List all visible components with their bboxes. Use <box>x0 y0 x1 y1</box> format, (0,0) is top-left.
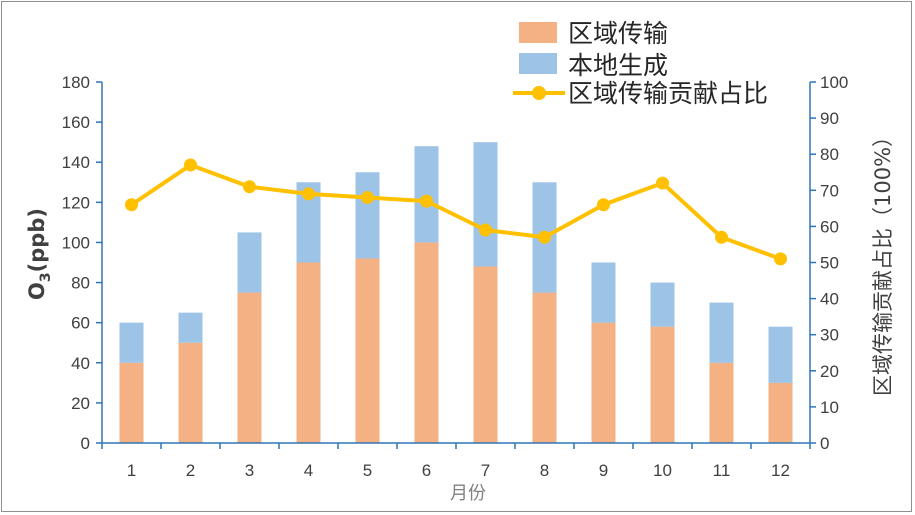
share-point-9 <box>597 198 610 212</box>
x-tick-label-4: 4 <box>304 461 313 480</box>
y-tick-label-100: 100 <box>62 233 90 252</box>
y-tick-label-60: 60 <box>71 314 90 333</box>
y2-axis-title: 区域传输贡献占比（100%） <box>871 126 895 396</box>
bar-regional-7 <box>473 266 498 443</box>
share-point-4 <box>302 187 315 201</box>
bar-regional-6 <box>414 242 439 443</box>
bar-local-10 <box>650 282 675 327</box>
bar-local-5 <box>355 172 380 259</box>
legend-swatch-regional <box>519 22 557 43</box>
y2-tick-label-100: 100 <box>820 73 848 92</box>
x-tick-label-10: 10 <box>653 461 672 480</box>
line-layer <box>125 158 787 266</box>
x-tick-label-8: 8 <box>540 461 549 480</box>
share-point-12 <box>774 252 787 266</box>
y2-tick-label-70: 70 <box>820 181 839 200</box>
bar-regional-1 <box>119 362 144 443</box>
bar-local-2 <box>178 312 203 343</box>
share-point-10 <box>656 176 669 190</box>
y-tick-label-80: 80 <box>71 274 90 293</box>
y-tick-label-160: 160 <box>62 113 90 132</box>
bar-regional-8 <box>532 292 557 443</box>
y2-tick-label-60: 60 <box>820 217 839 236</box>
x-axis-title: 月份 <box>450 483 486 504</box>
bar-local-9 <box>591 262 616 323</box>
bar-local-1 <box>119 322 144 363</box>
legend-label-local: 本地生成 <box>568 51 668 80</box>
bar-local-12 <box>768 326 793 383</box>
legend-label-regional: 区域传输 <box>568 19 668 48</box>
y-tick-label-180: 180 <box>62 73 90 92</box>
y2-tick-label-30: 30 <box>820 326 839 345</box>
bar-local-11 <box>709 302 734 363</box>
share-point-7 <box>479 223 492 237</box>
bar-regional-4 <box>296 262 321 443</box>
share-point-3 <box>243 180 256 194</box>
bar-local-6 <box>414 146 439 243</box>
share-point-8 <box>538 230 551 244</box>
y2-tick-label-40: 40 <box>820 290 839 309</box>
bar-local-7 <box>473 142 498 267</box>
axis-labels: O3(ppb) 区域传输贡献占比（100%） 月份 <box>25 126 895 504</box>
share-point-2 <box>184 158 197 172</box>
bar-regional-2 <box>178 342 203 443</box>
share-line <box>130 163 782 261</box>
y2-tick-label-10: 10 <box>820 398 839 417</box>
bar-regional-10 <box>650 326 675 443</box>
x-tick-label-12: 12 <box>771 461 790 480</box>
y2-tick-label-50: 50 <box>820 254 839 273</box>
x-tick-label-1: 1 <box>127 461 136 480</box>
x-tick-label-2: 2 <box>186 461 195 480</box>
bar-local-3 <box>237 232 262 293</box>
y2-tick-label-0: 0 <box>820 434 829 453</box>
x-tick-label-5: 5 <box>363 461 372 480</box>
legend-swatch-local <box>519 53 557 74</box>
bar-regional-5 <box>355 258 380 443</box>
y-tick-label-40: 40 <box>71 354 90 373</box>
bar-regional-3 <box>237 292 262 443</box>
legend-label-share: 区域传输贡献占比 <box>568 79 768 108</box>
y-tick-label-20: 20 <box>71 394 90 413</box>
y-axis-title: O3(ppb) <box>25 208 54 300</box>
legend-marker-share <box>532 86 546 100</box>
share-point-5 <box>361 191 374 205</box>
y-tick-label-140: 140 <box>62 153 90 172</box>
x-tick-label-9: 9 <box>599 461 608 480</box>
x-tick-label-7: 7 <box>481 461 490 480</box>
y-tick-label-120: 120 <box>62 193 90 212</box>
bar-regional-9 <box>591 322 616 443</box>
y2-tick-label-90: 90 <box>820 109 839 128</box>
bars-layer <box>119 142 793 443</box>
bar-regional-11 <box>709 362 734 443</box>
y2-tick-label-20: 20 <box>820 362 839 381</box>
share-point-11 <box>715 230 728 244</box>
bar-regional-12 <box>768 382 793 443</box>
axes-layer: 0204060801001201401601800102030405060708… <box>62 73 849 480</box>
legend: 区域传输 本地生成 区域传输贡献占比 <box>513 19 768 108</box>
share-point-6 <box>420 194 433 208</box>
x-tick-label-11: 11 <box>713 461 731 480</box>
y-tick-label-0: 0 <box>81 434 90 453</box>
x-tick-label-6: 6 <box>422 461 431 480</box>
x-tick-label-3: 3 <box>245 461 254 480</box>
share-point-1 <box>125 198 138 212</box>
y2-tick-label-80: 80 <box>820 145 839 164</box>
